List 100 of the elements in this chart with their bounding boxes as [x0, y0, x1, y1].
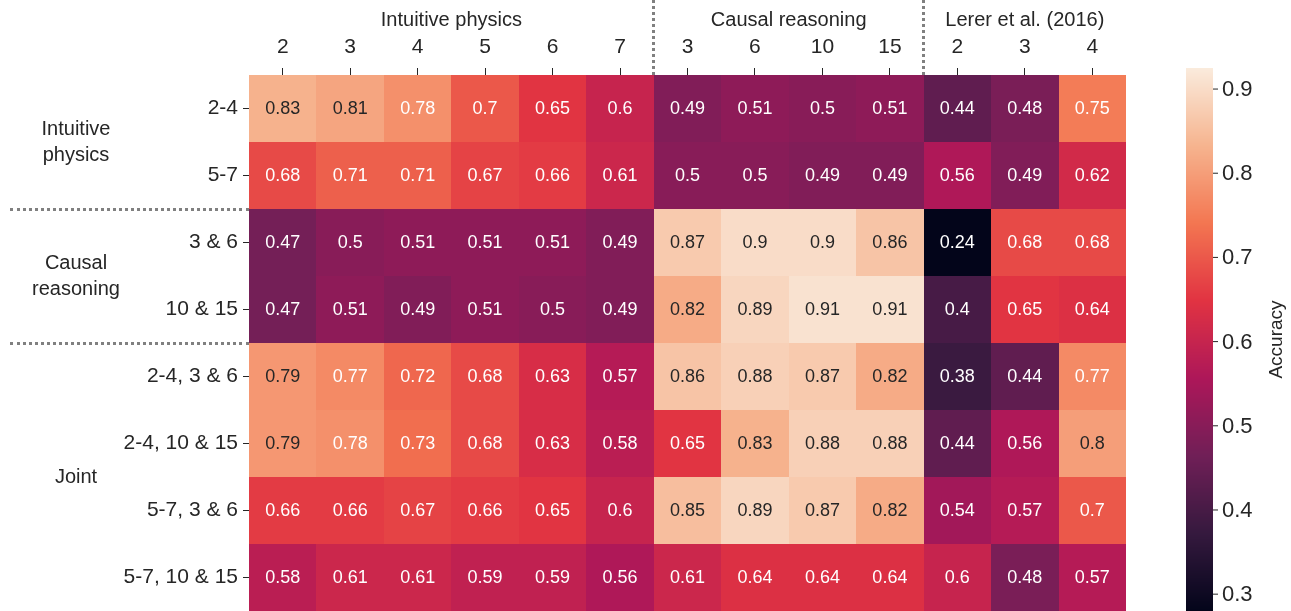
x-tick-label: 10: [810, 34, 835, 58]
data-label: 0.81: [332, 98, 368, 119]
y-tick-label: 5-7: [207, 162, 238, 186]
data-label: 0.24: [939, 232, 975, 253]
data-label: 0.47: [265, 232, 301, 253]
data-label: 0.68: [467, 433, 503, 454]
data-label: 0.72: [400, 366, 436, 387]
data-label: 0.82: [872, 366, 908, 387]
color-bar-label: 0.6: [1222, 328, 1253, 354]
data-label: 0.68: [467, 366, 503, 387]
data-label: 0.64: [737, 567, 773, 588]
data-label: 0.5: [742, 165, 768, 186]
x-tick-label: 5: [479, 34, 491, 58]
data-label: 0.87: [669, 232, 706, 253]
data-label: 0.68: [1074, 232, 1110, 253]
data-label: 0.61: [400, 567, 436, 588]
data-label: 0.67: [400, 500, 436, 521]
x-tick-label: 3: [1018, 34, 1031, 58]
data-label: 0.89: [737, 500, 773, 521]
x-tick-label: 3: [344, 34, 357, 58]
data-label: 0.51: [737, 98, 773, 119]
data-label: 0.38: [939, 366, 975, 387]
data-label: 0.78: [400, 98, 436, 119]
data-label: 0.91: [804, 299, 840, 320]
data-label: 0.64: [1074, 299, 1110, 320]
data-label: 0.59: [535, 567, 571, 588]
data-label: 0.68: [1007, 232, 1043, 253]
data-label: 0.88: [737, 366, 773, 387]
x-tick-label: 3: [681, 34, 694, 58]
color-bar-label: 0.7: [1222, 244, 1253, 270]
data-label: 0.5: [674, 165, 701, 186]
data-label: 0.4: [944, 299, 970, 320]
x-tick-label: 4: [411, 34, 424, 58]
color-bar-label: 0.4: [1222, 497, 1253, 523]
data-label: 0.44: [939, 98, 975, 119]
data-label: 0.51: [400, 232, 436, 253]
data-label: 0.54: [939, 500, 975, 521]
data-label: 0.65: [1007, 299, 1043, 320]
data-label: 0.89: [737, 299, 773, 320]
data-label: 0.71: [400, 165, 436, 186]
y-tick-label: 2-4, 10 & 15: [123, 430, 238, 454]
y-tick-label: 2-4: [207, 95, 239, 119]
data-label: 0.49: [400, 299, 436, 320]
data-label: 0.44: [1007, 366, 1043, 387]
data-label: 0.58: [602, 433, 638, 454]
data-label: 0.49: [1007, 165, 1043, 186]
data-label: 0.6: [944, 567, 970, 588]
y-tick-label: 5-7, 10 & 15: [123, 564, 238, 588]
data-label: 0.61: [669, 567, 706, 588]
data-label: 0.73: [400, 433, 436, 454]
data-label: 0.85: [669, 500, 706, 521]
data-label: 0.51: [332, 299, 368, 320]
data-label: 0.63: [535, 366, 571, 387]
color-bar-label: 0.9: [1222, 76, 1253, 102]
x-tick-label: 7: [614, 34, 626, 58]
color-bar-label: 0.5: [1222, 412, 1253, 438]
data-label: 0.86: [872, 232, 908, 253]
data-label: 0.58: [265, 567, 301, 588]
data-label: 0.66: [535, 165, 571, 186]
data-label: 0.82: [669, 299, 706, 320]
data-label: 0.49: [872, 165, 908, 186]
data-label: 0.65: [535, 500, 571, 521]
x-tick-label: 2: [951, 34, 964, 58]
data-label: 0.9: [809, 232, 835, 253]
data-label: 0.7: [1079, 500, 1105, 521]
text: Intuitive physics: [41, 116, 111, 165]
x-tick-label: 2: [276, 34, 289, 58]
text: Causal reasoning: [710, 7, 867, 30]
data-label: 0.65: [535, 98, 571, 119]
data-label: 0.66: [332, 500, 368, 521]
y-tick-label: 5-7, 3 & 6: [146, 497, 238, 521]
color-bar-title: Accuracy: [1265, 299, 1287, 379]
data-label: 0.6: [607, 98, 633, 119]
text: Lerer et al. (2016): [945, 7, 1105, 30]
y-tick-label: 3 & 6: [188, 229, 238, 253]
text: Joint: [54, 464, 98, 487]
data-label: 0.68: [265, 165, 301, 186]
data-label: 0.57: [602, 366, 638, 387]
data-label: 0.49: [602, 299, 638, 320]
data-label: 0.77: [332, 366, 368, 387]
data-label: 0.49: [602, 232, 638, 253]
data-label: 0.57: [1074, 567, 1110, 588]
data-label: 0.9: [742, 232, 768, 253]
data-label: 0.88: [872, 433, 908, 454]
text: Causal reasoning: [32, 250, 120, 299]
data-label: 0.59: [467, 567, 503, 588]
data-label: 0.77: [1074, 366, 1110, 387]
data-label: 0.65: [669, 433, 706, 454]
x-tick-label: 6: [546, 34, 559, 58]
data-label: 0.56: [602, 567, 638, 588]
color-bar-label: 0.8: [1222, 160, 1253, 186]
data-label: 0.64: [804, 567, 840, 588]
y-tick-label: 10 & 15: [165, 296, 238, 320]
data-label: 0.5: [809, 98, 835, 119]
data-label: 0.79: [265, 433, 301, 454]
data-label: 0.61: [332, 567, 368, 588]
data-label: 0.78: [332, 433, 368, 454]
data-label: 0.91: [872, 299, 908, 320]
data-label: 0.47: [265, 299, 301, 320]
data-label: 0.87: [804, 500, 840, 521]
